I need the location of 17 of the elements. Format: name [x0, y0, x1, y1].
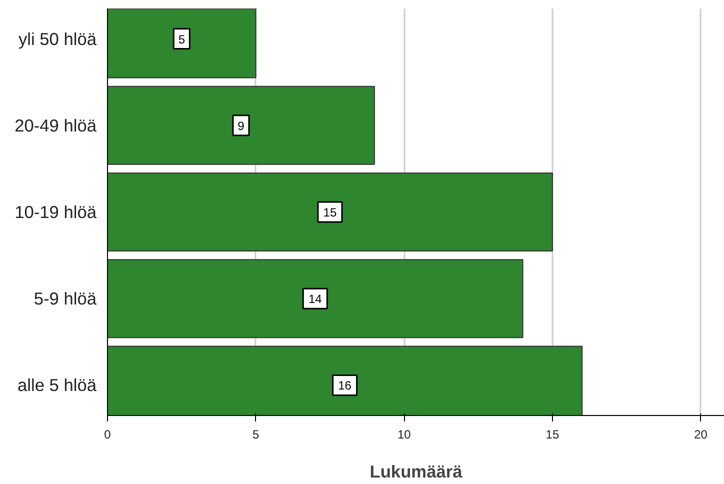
y-tick-label: yli 50 hlöä [18, 28, 97, 49]
y-tick-label: alle 5 hlöä [18, 375, 97, 396]
data-label: 16 [338, 378, 352, 393]
y-tick-label: 10-19 hlöä [14, 202, 97, 222]
data-label: 5 [178, 32, 186, 46]
x-tick-label: 10 [397, 428, 412, 442]
data-label: 9 [238, 118, 245, 133]
y-tick-label: 5-9 hlöä [34, 288, 97, 309]
x-tick-label: 20 [694, 428, 708, 442]
data-label: 15 [323, 206, 337, 220]
x-tick-label: 5 [252, 428, 260, 442]
x-tick-label: 0 [104, 428, 112, 442]
y-tick-label: 20-49 hlöä [14, 115, 97, 136]
x-axis-title: Lukumäärä [370, 462, 463, 482]
bar [108, 172, 553, 252]
x-tick-label: 15 [546, 428, 560, 442]
data-label: 14 [308, 292, 322, 306]
